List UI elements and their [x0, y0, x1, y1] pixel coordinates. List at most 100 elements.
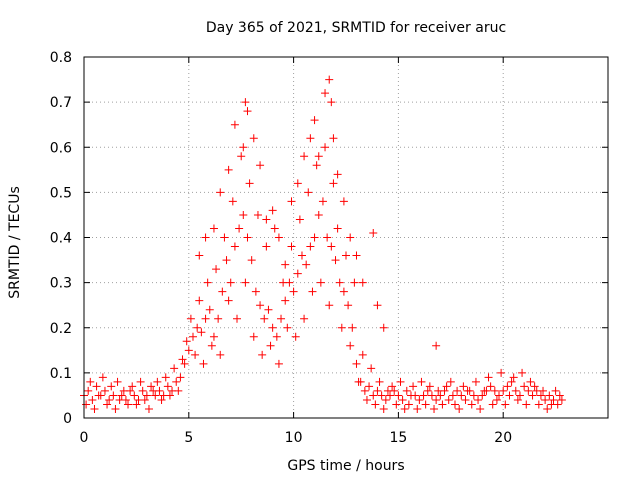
data-point	[165, 391, 174, 400]
data-point	[174, 386, 183, 395]
data-point	[490, 386, 499, 395]
data-point	[274, 233, 283, 242]
data-point	[346, 341, 355, 350]
data-point	[113, 377, 122, 386]
data-point	[515, 391, 524, 400]
data-point	[188, 332, 197, 341]
data-point	[193, 323, 202, 332]
data-point	[555, 391, 564, 400]
data-point	[373, 386, 382, 395]
data-point	[467, 400, 476, 409]
data-point	[388, 382, 397, 391]
data-point	[233, 314, 242, 323]
data-points	[80, 75, 566, 413]
data-point	[438, 400, 447, 409]
data-point	[436, 391, 445, 400]
data-point	[105, 395, 114, 404]
data-point	[226, 278, 235, 287]
data-point	[262, 215, 271, 224]
data-point	[163, 382, 172, 391]
data-point	[266, 341, 275, 350]
data-point	[444, 395, 453, 404]
data-point	[268, 323, 277, 332]
data-point	[293, 179, 302, 188]
data-point	[318, 197, 327, 206]
data-point	[522, 400, 531, 409]
data-point	[178, 355, 187, 364]
data-point	[346, 233, 355, 242]
data-point	[530, 382, 539, 391]
y-axis-label: SRMTID / TECUs	[7, 186, 23, 299]
data-point	[352, 251, 361, 260]
data-point	[245, 179, 254, 188]
data-point	[316, 278, 325, 287]
y-tick-label: 0.4	[50, 231, 72, 247]
data-point	[138, 386, 147, 395]
data-point	[549, 395, 558, 404]
data-point	[524, 386, 533, 395]
data-point	[339, 197, 348, 206]
data-point	[249, 134, 258, 143]
data-point	[331, 256, 340, 265]
x-axis-label: GPS time / hours	[287, 458, 404, 474]
data-point	[124, 400, 133, 409]
data-point	[373, 301, 382, 310]
data-point	[170, 364, 179, 373]
data-point	[253, 210, 262, 219]
data-point	[448, 391, 457, 400]
data-point	[350, 278, 359, 287]
data-point	[471, 377, 480, 386]
y-tick-label: 0.3	[50, 276, 72, 292]
y-tick-label: 0.8	[50, 50, 72, 66]
data-point	[92, 382, 101, 391]
data-point	[536, 391, 545, 400]
data-point	[314, 152, 323, 161]
data-point	[243, 233, 252, 242]
data-point	[352, 359, 361, 368]
data-point	[486, 382, 495, 391]
data-point	[404, 400, 413, 409]
data-point	[321, 89, 330, 98]
data-point	[310, 233, 319, 242]
y-axis-ticks: 0 0.1 0.2 0.3 0.4 0.5 0.6 0.7 0.8	[50, 50, 608, 427]
data-point	[312, 161, 321, 170]
data-point	[239, 143, 248, 152]
data-point	[256, 301, 265, 310]
data-point	[518, 368, 527, 377]
data-point	[402, 386, 411, 395]
data-point	[86, 377, 95, 386]
data-point	[281, 260, 290, 269]
data-point	[321, 143, 330, 152]
y-tick-label: 0.6	[50, 140, 72, 156]
grid-lines	[84, 57, 608, 418]
data-point	[427, 391, 436, 400]
data-point	[342, 251, 350, 260]
data-point	[241, 98, 250, 107]
data-point	[283, 323, 292, 332]
data-point	[241, 278, 250, 287]
data-point	[209, 224, 218, 233]
data-point	[191, 350, 200, 359]
data-point	[425, 382, 434, 391]
data-point	[88, 395, 97, 404]
data-point	[492, 395, 501, 404]
data-point	[100, 386, 109, 395]
data-point	[478, 391, 487, 400]
data-point	[505, 391, 514, 400]
data-point	[199, 359, 208, 368]
data-point	[201, 233, 210, 242]
x-tick-label: 0	[80, 430, 89, 446]
data-point	[484, 373, 493, 382]
data-point	[142, 391, 151, 400]
data-point	[98, 373, 107, 382]
data-point	[327, 242, 336, 251]
data-point	[511, 386, 520, 395]
data-point	[551, 386, 560, 395]
data-point	[151, 391, 160, 400]
data-point	[360, 386, 369, 395]
data-point	[430, 404, 439, 413]
data-point	[398, 395, 407, 404]
data-point	[300, 314, 309, 323]
chart-title: Day 365 of 2021, SRMTID for receiver aru…	[206, 20, 506, 36]
data-point	[520, 382, 529, 391]
